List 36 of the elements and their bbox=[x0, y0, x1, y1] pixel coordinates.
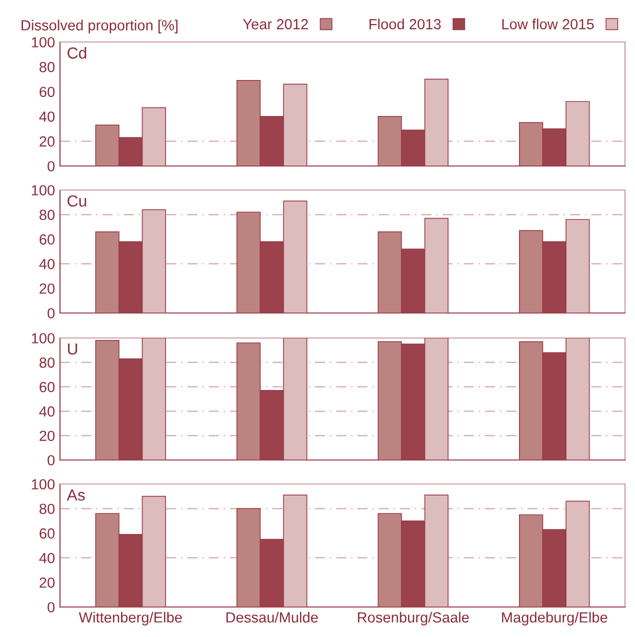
y-tick-label: 40 bbox=[39, 258, 55, 270]
x-tick-label: Dessau/Mulde bbox=[226, 612, 318, 623]
y-tick-label: 0 bbox=[48, 161, 55, 172]
y-tick-label: 20 bbox=[40, 136, 55, 147]
y-tick-label: 80 bbox=[40, 504, 55, 514]
legend-label: Year 2012 bbox=[242, 19, 308, 30]
chart-title: Cu bbox=[68, 195, 86, 207]
y-tick-label: 80 bbox=[40, 62, 55, 72]
x-tick-label: Rosenburg/Saale bbox=[358, 612, 469, 626]
y-tick-label: 80 bbox=[40, 358, 55, 368]
y-tick-label: 100 bbox=[32, 37, 55, 48]
y-tick-label: 60 bbox=[40, 382, 55, 392]
y-tick-label: 100 bbox=[32, 333, 55, 344]
y-tick-label: 40 bbox=[39, 552, 55, 564]
y-tick-label: 100 bbox=[32, 479, 55, 490]
y-tick-label: 80 bbox=[40, 210, 55, 220]
y-tick-label: 20 bbox=[40, 430, 55, 442]
chart-title: Cd bbox=[68, 46, 86, 59]
y-tick-label: 60 bbox=[40, 234, 55, 245]
y-tick-label: 40 bbox=[39, 112, 55, 122]
chart-title: U bbox=[68, 343, 78, 355]
legend-label: Low flow 2015 bbox=[502, 18, 594, 30]
y-tick-label: 20 bbox=[40, 284, 55, 294]
y-tick-label: 0 bbox=[48, 308, 55, 318]
y-tick-label: 0 bbox=[48, 455, 55, 466]
y-tick-label: 60 bbox=[40, 528, 55, 539]
y-tick-label: 100 bbox=[32, 185, 55, 196]
x-tick-label: Wittenberg/Elbe bbox=[78, 612, 182, 626]
x-tick-label: Magdeburg/Elbe bbox=[502, 612, 608, 626]
y-tick-label: 60 bbox=[40, 86, 55, 98]
y-tick-label: 0 bbox=[48, 602, 55, 612]
chart-title: As bbox=[66, 490, 85, 501]
y-axis-title: Dissolved proportion [%] bbox=[22, 20, 178, 34]
legend-label: Flood 2013 bbox=[370, 18, 441, 30]
y-tick-label: 20 bbox=[40, 578, 55, 588]
y-tick-label: 40 bbox=[39, 406, 55, 417]
